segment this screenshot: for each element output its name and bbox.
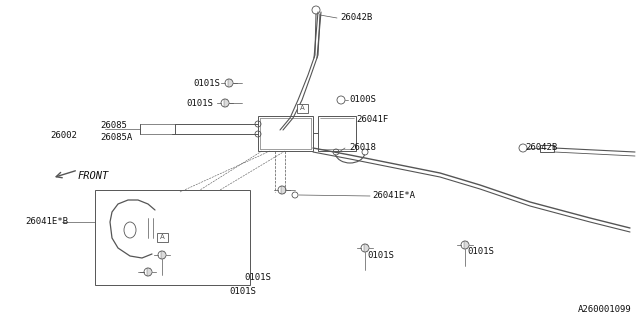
Bar <box>540 145 554 152</box>
Bar <box>318 116 356 151</box>
Text: 26041E*A: 26041E*A <box>372 191 415 201</box>
Bar <box>95 190 250 285</box>
Text: A: A <box>300 105 305 111</box>
Text: 0101S: 0101S <box>467 247 494 257</box>
Text: 26085: 26085 <box>100 122 127 131</box>
Text: 0101S: 0101S <box>367 251 394 260</box>
Text: 0101S: 0101S <box>244 274 271 283</box>
Bar <box>157 233 168 242</box>
Text: 26042B: 26042B <box>525 143 557 153</box>
Bar <box>296 103 307 113</box>
Text: 0100S: 0100S <box>349 95 376 105</box>
Text: 26085A: 26085A <box>100 132 132 141</box>
Text: 0101S: 0101S <box>186 99 213 108</box>
Text: 26018: 26018 <box>349 143 376 153</box>
Text: 26041F: 26041F <box>356 116 388 124</box>
Text: FRONT: FRONT <box>78 171 109 181</box>
Text: 26002: 26002 <box>50 131 77 140</box>
Text: 0101S: 0101S <box>229 287 256 297</box>
Text: A260001099: A260001099 <box>578 306 632 315</box>
Text: A: A <box>159 234 164 240</box>
Text: 0101S: 0101S <box>193 78 220 87</box>
Text: 26042B: 26042B <box>340 13 372 22</box>
Bar <box>258 116 313 151</box>
Text: 26041E*B: 26041E*B <box>25 218 68 227</box>
